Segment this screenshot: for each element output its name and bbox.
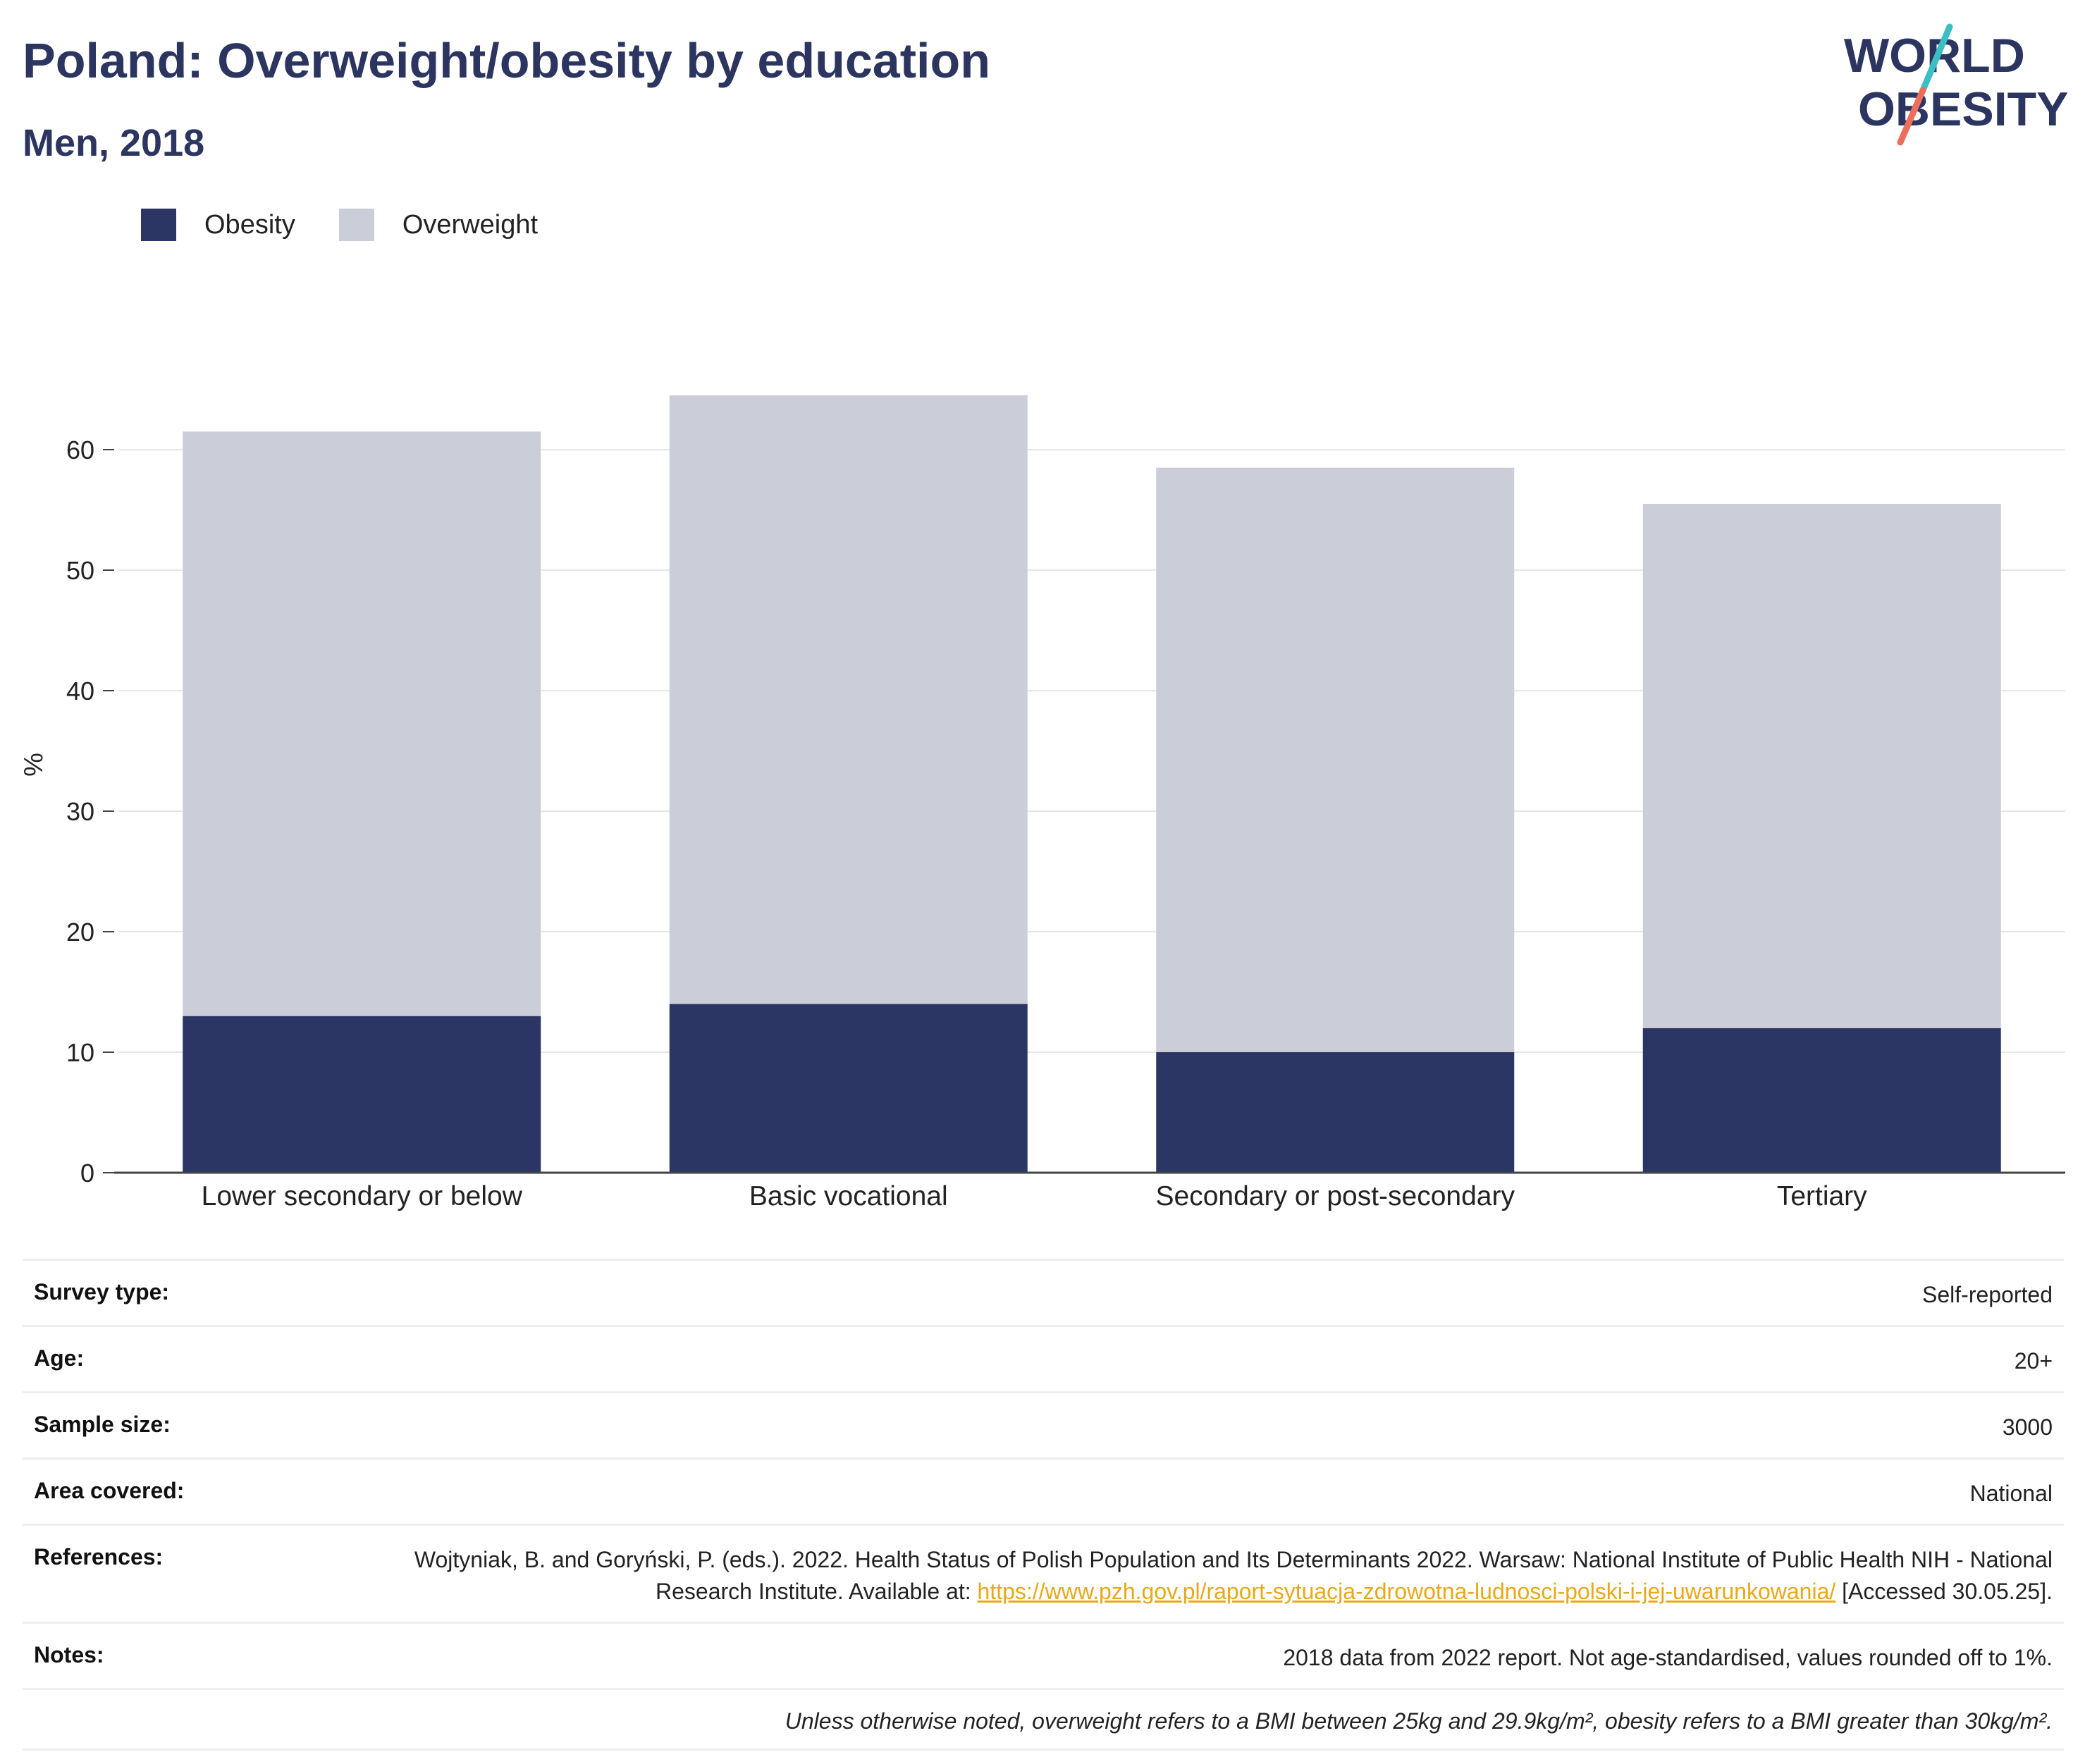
y-tick-label: 40 [66, 677, 94, 705]
y-tick-label: 60 [66, 436, 94, 464]
references-text: Wojtyniak, B. and Goryński, P. (eds.). 2… [414, 1547, 2053, 1604]
bar-obesity-2 [1156, 1052, 1515, 1173]
y-tick-label: 0 [80, 1159, 94, 1188]
bar-overweight-1 [669, 395, 1028, 1004]
x-tick-label: Secondary or post-secondary [1156, 1181, 1515, 1211]
y-tick-label: 50 [66, 556, 94, 585]
chart-subtitle: Men, 2018 [23, 122, 205, 164]
x-tick-label: Lower secondary or below [202, 1181, 523, 1211]
bar-overweight-2 [1156, 467, 1515, 1052]
bar-overweight-0 [183, 431, 541, 1016]
legend-swatch-obesity [141, 209, 176, 241]
notes-value: 2018 data from 2022 report. Not age-stan… [1283, 1645, 2053, 1670]
notes-label: Notes: [34, 1642, 104, 1667]
y-tick-label: 30 [66, 797, 94, 826]
bmi-definition-footnote: Unless otherwise noted, overweight refer… [785, 1708, 2053, 1734]
sample-size-label: Sample size: [34, 1412, 171, 1437]
area-covered-value: National [1969, 1481, 2053, 1506]
legend-item-overweight[interactable]: Overweight [338, 209, 539, 241]
references-link[interactable]: https://www.pzh.gov.pl/raport-sytuacja-z… [977, 1579, 1836, 1604]
legend-item-obesity[interactable]: Obesity [141, 209, 295, 241]
info-row-references: References: Wojtyniak, B. and Goryński, … [23, 1526, 2064, 1624]
survey-type-label: Survey type: [34, 1279, 170, 1305]
bar-obesity-1 [669, 1004, 1028, 1173]
age-label: Age: [34, 1345, 85, 1371]
chart-title: Poland: Overweight/obesity by education [23, 33, 990, 88]
legend-label-overweight: Overweight [402, 209, 539, 240]
y-tick-label: 10 [66, 1038, 94, 1067]
x-tick-label: Tertiary [1777, 1181, 1867, 1211]
info-row-sample-size: Sample size: 3000 [23, 1393, 2064, 1460]
bar-obesity-3 [1642, 1028, 2001, 1173]
area-covered-label: Area covered: [34, 1478, 185, 1503]
x-tick-label: Basic vocational [749, 1181, 948, 1211]
references-value: Wojtyniak, B. and Goryński, P. (eds.). 2… [400, 1544, 2053, 1608]
y-axis-title: % [19, 753, 49, 777]
logo-slash-coral [1897, 87, 1926, 146]
bar-overweight-3 [1642, 503, 2001, 1028]
legend: Obesity Overweight [141, 209, 582, 241]
y-tick-label: 20 [66, 918, 94, 946]
logo-line-2: OBESITY [1858, 82, 2069, 136]
info-row-survey-type: Survey type: Self-reported [23, 1261, 2064, 1327]
references-accessed: [Accessed 30.05.25]. [1835, 1579, 2053, 1604]
legend-swatch-overweight [338, 209, 374, 241]
bar-chart: 0 10 20 30 40 50 60% Lower secondary or below Ba… [19, 395, 2065, 1211]
sample-size-value: 3000 [2002, 1414, 2053, 1440]
references-label: References: [34, 1544, 164, 1569]
info-row-notes: Notes: 2018 data from 2022 report. Not a… [23, 1624, 2064, 1690]
survey-type-value: Self-reported [1922, 1282, 2053, 1307]
world-obesity-logo: WORLD OBESITY [1844, 23, 2069, 146]
legend-label-obesity: Obesity [204, 209, 295, 240]
info-table: Survey type: Self-reported Age: 20+ Samp… [23, 1259, 2064, 1751]
info-row-area-covered: Area covered: National [23, 1460, 2064, 1526]
age-value: 20+ [2014, 1348, 2053, 1374]
bar-obesity-0 [183, 1016, 541, 1173]
logo-slash-teal [1919, 23, 1953, 94]
info-row-footnote: Unless otherwise noted, overweight refer… [23, 1690, 2064, 1751]
info-row-age: Age: 20+ [23, 1327, 2064, 1393]
